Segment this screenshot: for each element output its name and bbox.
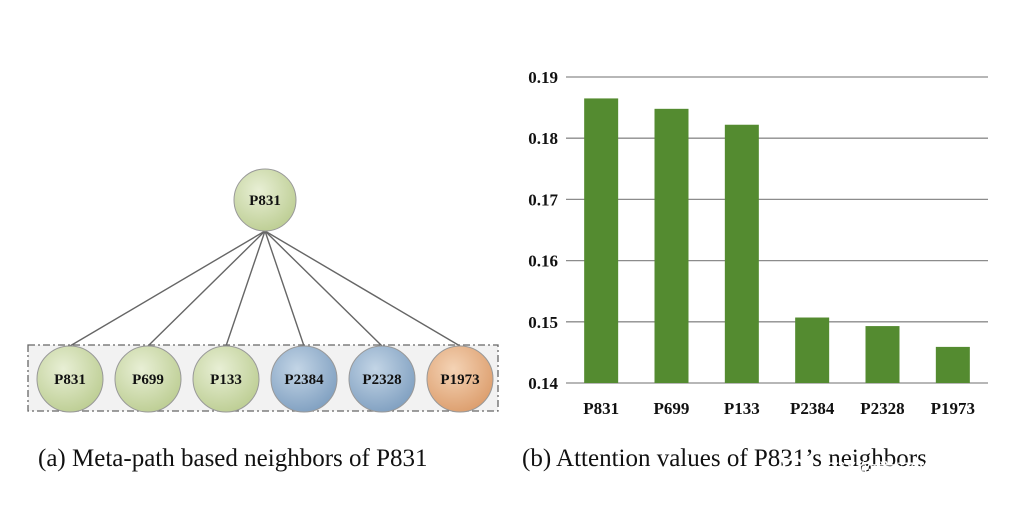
neighbor-node: P699 xyxy=(114,345,182,413)
x-tick-label: P699 xyxy=(654,399,690,418)
root-node-label: P831 xyxy=(249,193,281,209)
x-tick-label: P2328 xyxy=(860,399,904,418)
neighbor-node-circle xyxy=(426,345,494,413)
tree-edge xyxy=(264,230,305,347)
neighbor-node-label: P2384 xyxy=(284,372,324,388)
bar xyxy=(935,346,970,383)
watermark-text: 阿泽的学习笔记 xyxy=(820,460,953,482)
neighbor-node-label: P2328 xyxy=(362,372,401,388)
y-tick-label: 0.19 xyxy=(528,68,558,87)
neighbor-node-label: P831 xyxy=(54,372,86,388)
x-tick-label: P831 xyxy=(583,399,619,418)
neighbor-node-circle xyxy=(348,345,416,413)
y-axis-ticks: 0.14 0.15 0.16 0.17 0.18 0.19 xyxy=(528,68,558,393)
watermark: 阿泽的学习笔记 xyxy=(781,457,953,483)
neighbor-node-label: P1973 xyxy=(440,372,479,388)
neighbor-node-circle xyxy=(270,345,338,413)
neighbor-node: P2384 xyxy=(270,345,338,413)
tree-edge xyxy=(264,230,461,347)
root-node: P831 xyxy=(233,168,297,232)
x-tick-label: P133 xyxy=(724,399,760,418)
neighbor-node-circle xyxy=(114,345,182,413)
neighbor-node: P133 xyxy=(192,345,260,413)
neighbor-node: P2328 xyxy=(348,345,416,413)
wechat-icon-bubble xyxy=(796,463,816,483)
neighbor-node: P831 xyxy=(36,345,104,413)
caption-b: (b) Attention values of P831’s neighbors xyxy=(522,445,927,472)
y-tick-label: 0.17 xyxy=(528,190,558,209)
bar xyxy=(724,124,759,384)
root-node-circle xyxy=(233,168,297,232)
y-tick-label: 0.14 xyxy=(528,374,558,393)
y-tick-label: 0.16 xyxy=(528,252,558,271)
chart-gridlines xyxy=(566,76,988,384)
x-axis-ticks: P831 P699 P133 P2384 P2328 P1973 xyxy=(583,399,975,418)
neighbor-node: P1973 xyxy=(426,345,494,413)
wechat-icon xyxy=(781,457,807,483)
neighbor-group-box xyxy=(27,344,499,412)
chart-bars xyxy=(584,98,970,384)
y-tick-label: 0.15 xyxy=(528,313,558,332)
attention-bar-chart: 0.14 0.15 0.16 0.17 0.18 0.19 P831 P699 P133 P23… xyxy=(522,68,988,472)
bar xyxy=(584,98,619,384)
tree-edge xyxy=(147,230,266,347)
x-tick-label: P1973 xyxy=(931,399,975,418)
tree-edge xyxy=(225,230,266,347)
tree-edge xyxy=(264,230,383,347)
bar xyxy=(865,326,900,383)
bar xyxy=(654,108,689,383)
neighbor-node-label: P133 xyxy=(210,372,242,388)
caption-a: (a) Meta-path based neighbors of P831 xyxy=(38,445,427,472)
neighbor-node-label: P699 xyxy=(132,372,164,388)
meta-path-tree: P831 P831 P699 P133 P2384 P2328 P1973 (a) Met… xyxy=(27,168,499,472)
neighbor-node-circle xyxy=(192,345,260,413)
tree-edges xyxy=(69,230,461,347)
y-tick-label: 0.18 xyxy=(528,129,558,148)
x-tick-label: P2384 xyxy=(790,399,835,418)
bar xyxy=(795,317,830,383)
tree-edge xyxy=(69,230,266,347)
neighbor-nodes: P831 P699 P133 P2384 P2328 P1973 xyxy=(36,345,494,413)
neighbor-node-circle xyxy=(36,345,104,413)
